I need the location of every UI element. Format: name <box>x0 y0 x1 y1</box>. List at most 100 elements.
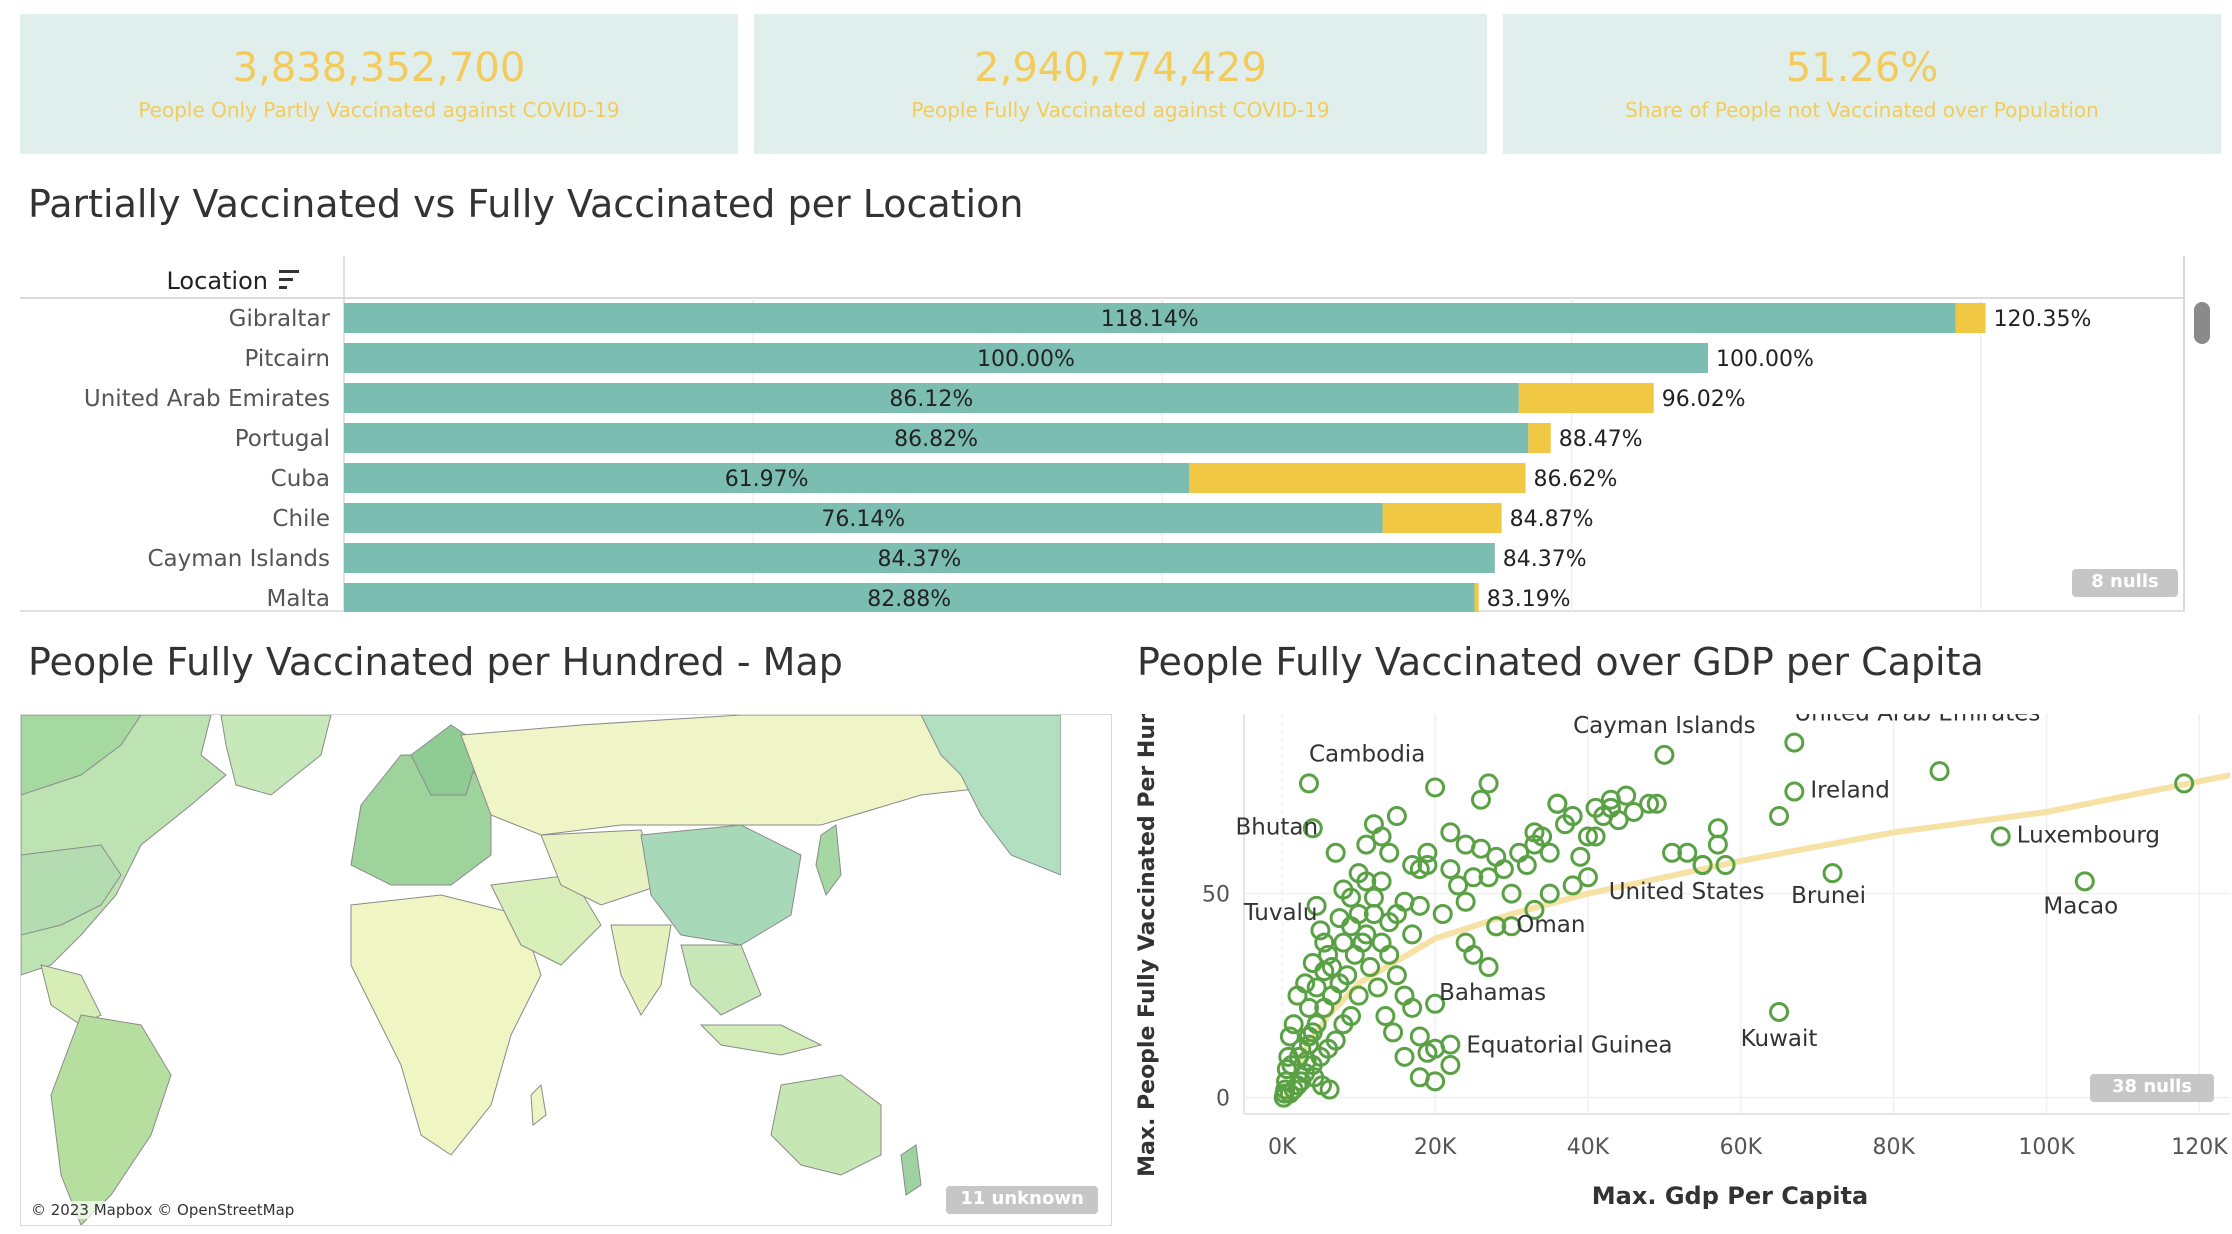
scatter-point[interactable] <box>1646 793 1667 814</box>
scatter-point[interactable] <box>1478 773 1499 794</box>
scatter-point[interactable] <box>1463 867 1484 888</box>
scatter-point[interactable] <box>1417 842 1438 863</box>
scatter-point[interactable] <box>1539 842 1560 863</box>
southeast-asia-shape[interactable] <box>680 944 762 1016</box>
scatter-point[interactable] <box>1929 761 1950 782</box>
scatter-point[interactable] <box>1562 875 1583 896</box>
scatter-point[interactable] <box>2174 773 2195 794</box>
scatter-point[interactable] <box>1379 912 1400 933</box>
scatter-point[interactable] <box>1367 977 1388 998</box>
scatter-point[interactable] <box>1302 818 1323 839</box>
scatter-point[interactable] <box>1375 1006 1396 1027</box>
scatter-point[interactable] <box>1298 1034 1319 1055</box>
scatter-point[interactable] <box>1310 920 1331 941</box>
sort-icon[interactable] <box>279 270 299 289</box>
scatter-point[interactable] <box>1298 997 1319 1018</box>
scatter-point[interactable] <box>1314 961 1335 982</box>
scatter-point[interactable] <box>1333 1014 1354 1035</box>
location-label[interactable]: Gibraltar <box>229 306 331 332</box>
scatter-point[interactable] <box>1386 965 1407 986</box>
canada-shape[interactable] <box>21 715 142 796</box>
scatter-point[interactable] <box>1379 842 1400 863</box>
partial-bar[interactable] <box>1955 303 1986 333</box>
scatter-point[interactable] <box>1314 932 1335 953</box>
fully-bar[interactable] <box>344 303 1956 333</box>
scatter-point[interactable] <box>1394 1046 1415 1067</box>
scatter-point[interactable] <box>1302 1022 1323 1043</box>
scatter-point[interactable] <box>1371 826 1392 847</box>
scatter-point[interactable] <box>1470 789 1491 810</box>
scatter-point[interactable] <box>1276 1059 1297 1080</box>
madagascar-shape[interactable] <box>530 1083 547 1126</box>
scatter-point[interactable] <box>1509 842 1530 863</box>
location-label[interactable]: Malta <box>267 586 330 612</box>
south-america-shape[interactable] <box>50 1014 172 1225</box>
scatter-point[interactable] <box>1337 965 1358 986</box>
scatter-point[interactable] <box>1386 806 1407 827</box>
scatter-point[interactable] <box>1287 985 1308 1006</box>
scatter-point[interactable] <box>1539 883 1560 904</box>
scatter-panel[interactable]: 0K 20K 40K 60K 80K 100K 120K 0 50 Cambodia Bhutan… <box>1130 651 2232 1224</box>
scatter-point[interactable] <box>1478 957 1499 978</box>
scatter-point[interactable] <box>1707 818 1728 839</box>
location-label[interactable]: United Arab Emirates <box>84 386 330 412</box>
scrollbar-thumb[interactable] <box>2194 302 2210 344</box>
scatter-point[interactable] <box>1524 822 1545 843</box>
location-label[interactable]: Pitcairn <box>244 346 330 372</box>
scatter-point[interactable] <box>1379 944 1400 965</box>
map-unknown-badge[interactable]: 11 unknown <box>946 1186 1098 1214</box>
fully-bar[interactable] <box>344 583 1475 613</box>
india-shape[interactable] <box>610 924 672 1016</box>
scatter-point[interactable] <box>1784 732 1805 753</box>
scatter-point[interactable] <box>1319 1079 1340 1100</box>
scatter-nulls-badge[interactable]: 38 nulls <box>2090 1074 2214 1102</box>
scatter-point[interactable] <box>1654 744 1675 765</box>
partial-bar[interactable] <box>1189 463 1526 493</box>
china-shape[interactable] <box>640 824 802 946</box>
location-label[interactable]: Cayman Islands <box>147 546 330 572</box>
scatter-point[interactable] <box>1455 891 1476 912</box>
scatter-point[interactable] <box>1425 993 1446 1014</box>
scatter-point[interactable] <box>1577 867 1598 888</box>
scatter-point[interactable] <box>1677 842 1698 863</box>
scatter-point[interactable] <box>1455 834 1476 855</box>
scatter-point[interactable] <box>2074 871 2095 892</box>
scatter-point[interactable] <box>1283 1079 1304 1100</box>
scatter-point[interactable] <box>1425 1071 1446 1092</box>
scatter-point[interactable] <box>1348 985 1369 1006</box>
scatter-point[interactable] <box>1279 1083 1300 1104</box>
scatter-point[interactable] <box>1356 871 1377 892</box>
scatter-point[interactable] <box>1555 814 1576 835</box>
scatter-point[interactable] <box>1432 904 1453 924</box>
scatter-point[interactable] <box>1333 932 1354 953</box>
scatter-point[interactable] <box>1329 908 1350 929</box>
scatter-point[interactable] <box>1440 822 1461 843</box>
scatter-point[interactable] <box>1360 957 1381 978</box>
scatter-point[interactable] <box>1448 875 1469 896</box>
scatter-point[interactable] <box>1341 887 1362 908</box>
scatter-point[interactable] <box>1662 842 1683 863</box>
scatter-point[interactable] <box>1283 1014 1304 1035</box>
scatter-point[interactable] <box>1306 895 1327 916</box>
scatter-point[interactable] <box>1463 944 1484 965</box>
scatter-point[interactable] <box>1440 859 1461 880</box>
scatter-point[interactable] <box>1822 863 1843 884</box>
partial-bar[interactable] <box>1382 503 1502 533</box>
scatter-point[interactable] <box>1585 826 1606 847</box>
scatter-point[interactable] <box>1298 773 1319 794</box>
scatter-point[interactable] <box>1478 867 1499 888</box>
scatter-point[interactable] <box>1440 1034 1461 1055</box>
australia-shape[interactable] <box>770 1074 882 1176</box>
fully-bar[interactable] <box>344 343 1708 373</box>
usa-shape[interactable] <box>21 844 122 936</box>
scatter-point[interactable] <box>1501 916 1522 937</box>
location-label[interactable]: Chile <box>272 506 330 532</box>
partial-bar[interactable] <box>1474 583 1479 613</box>
scatter-point[interactable] <box>1501 883 1522 904</box>
partial-bar[interactable] <box>1518 383 1654 413</box>
scatter-point[interactable] <box>1383 1022 1404 1043</box>
scatter-point[interactable] <box>1585 797 1606 818</box>
scatter-point[interactable] <box>1486 846 1507 867</box>
fully-bar[interactable] <box>344 503 1383 533</box>
scatter-point[interactable] <box>1639 793 1660 814</box>
